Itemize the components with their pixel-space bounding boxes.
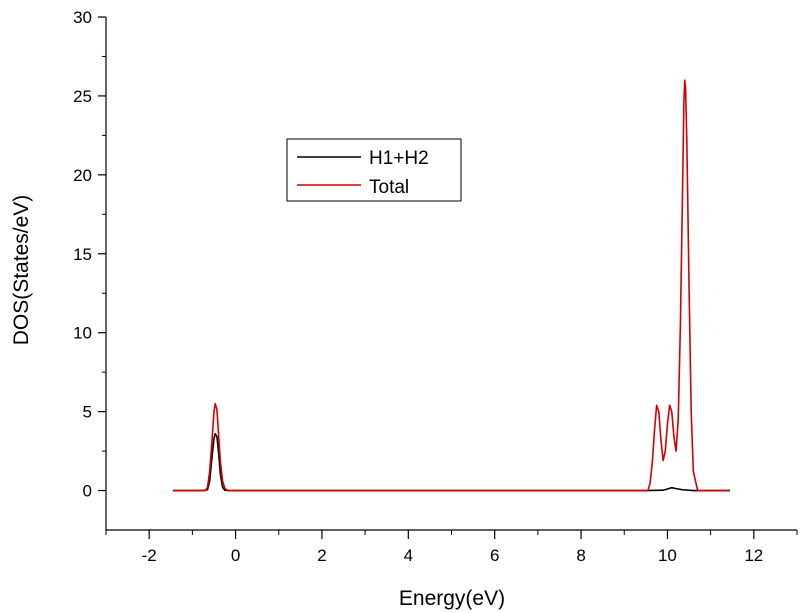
legend: H1+H2 Total [286,138,462,202]
legend-label-total: Total [369,177,409,198]
y-tick-label: 25 [73,87,92,106]
x-tick-label: 2 [317,546,326,565]
y-ticks: 0 5 10 15 20 25 30 [73,8,106,501]
x-axis-title: Energy(eV) [399,587,505,610]
series-layer [172,79,731,492]
y-tick-label: 30 [73,8,92,27]
x-tick-label: 4 [404,546,413,565]
legend-box [286,138,462,202]
x-tick-label: -2 [142,546,157,565]
series-line-h1-h2 [172,432,731,492]
x-tick-label: 6 [490,546,499,565]
x-ticks: -2 0 2 4 6 8 10 12 [105,530,798,565]
y-tick-label: 5 [83,403,92,422]
x-tick-label: 10 [658,546,677,565]
y-axis-title: DOS(States/eV) [10,195,33,346]
y-tick-label: 10 [73,324,92,343]
y-tick-label: 15 [73,245,92,264]
x-tick-label: 8 [576,546,585,565]
x-tick-label: 12 [744,546,763,565]
x-tick-label: 0 [231,546,240,565]
y-tick-label: 20 [73,166,92,185]
y-tick-label: 0 [83,482,92,501]
legend-label-h1-h2: H1+H2 [369,148,429,169]
series-line-total [172,79,731,492]
